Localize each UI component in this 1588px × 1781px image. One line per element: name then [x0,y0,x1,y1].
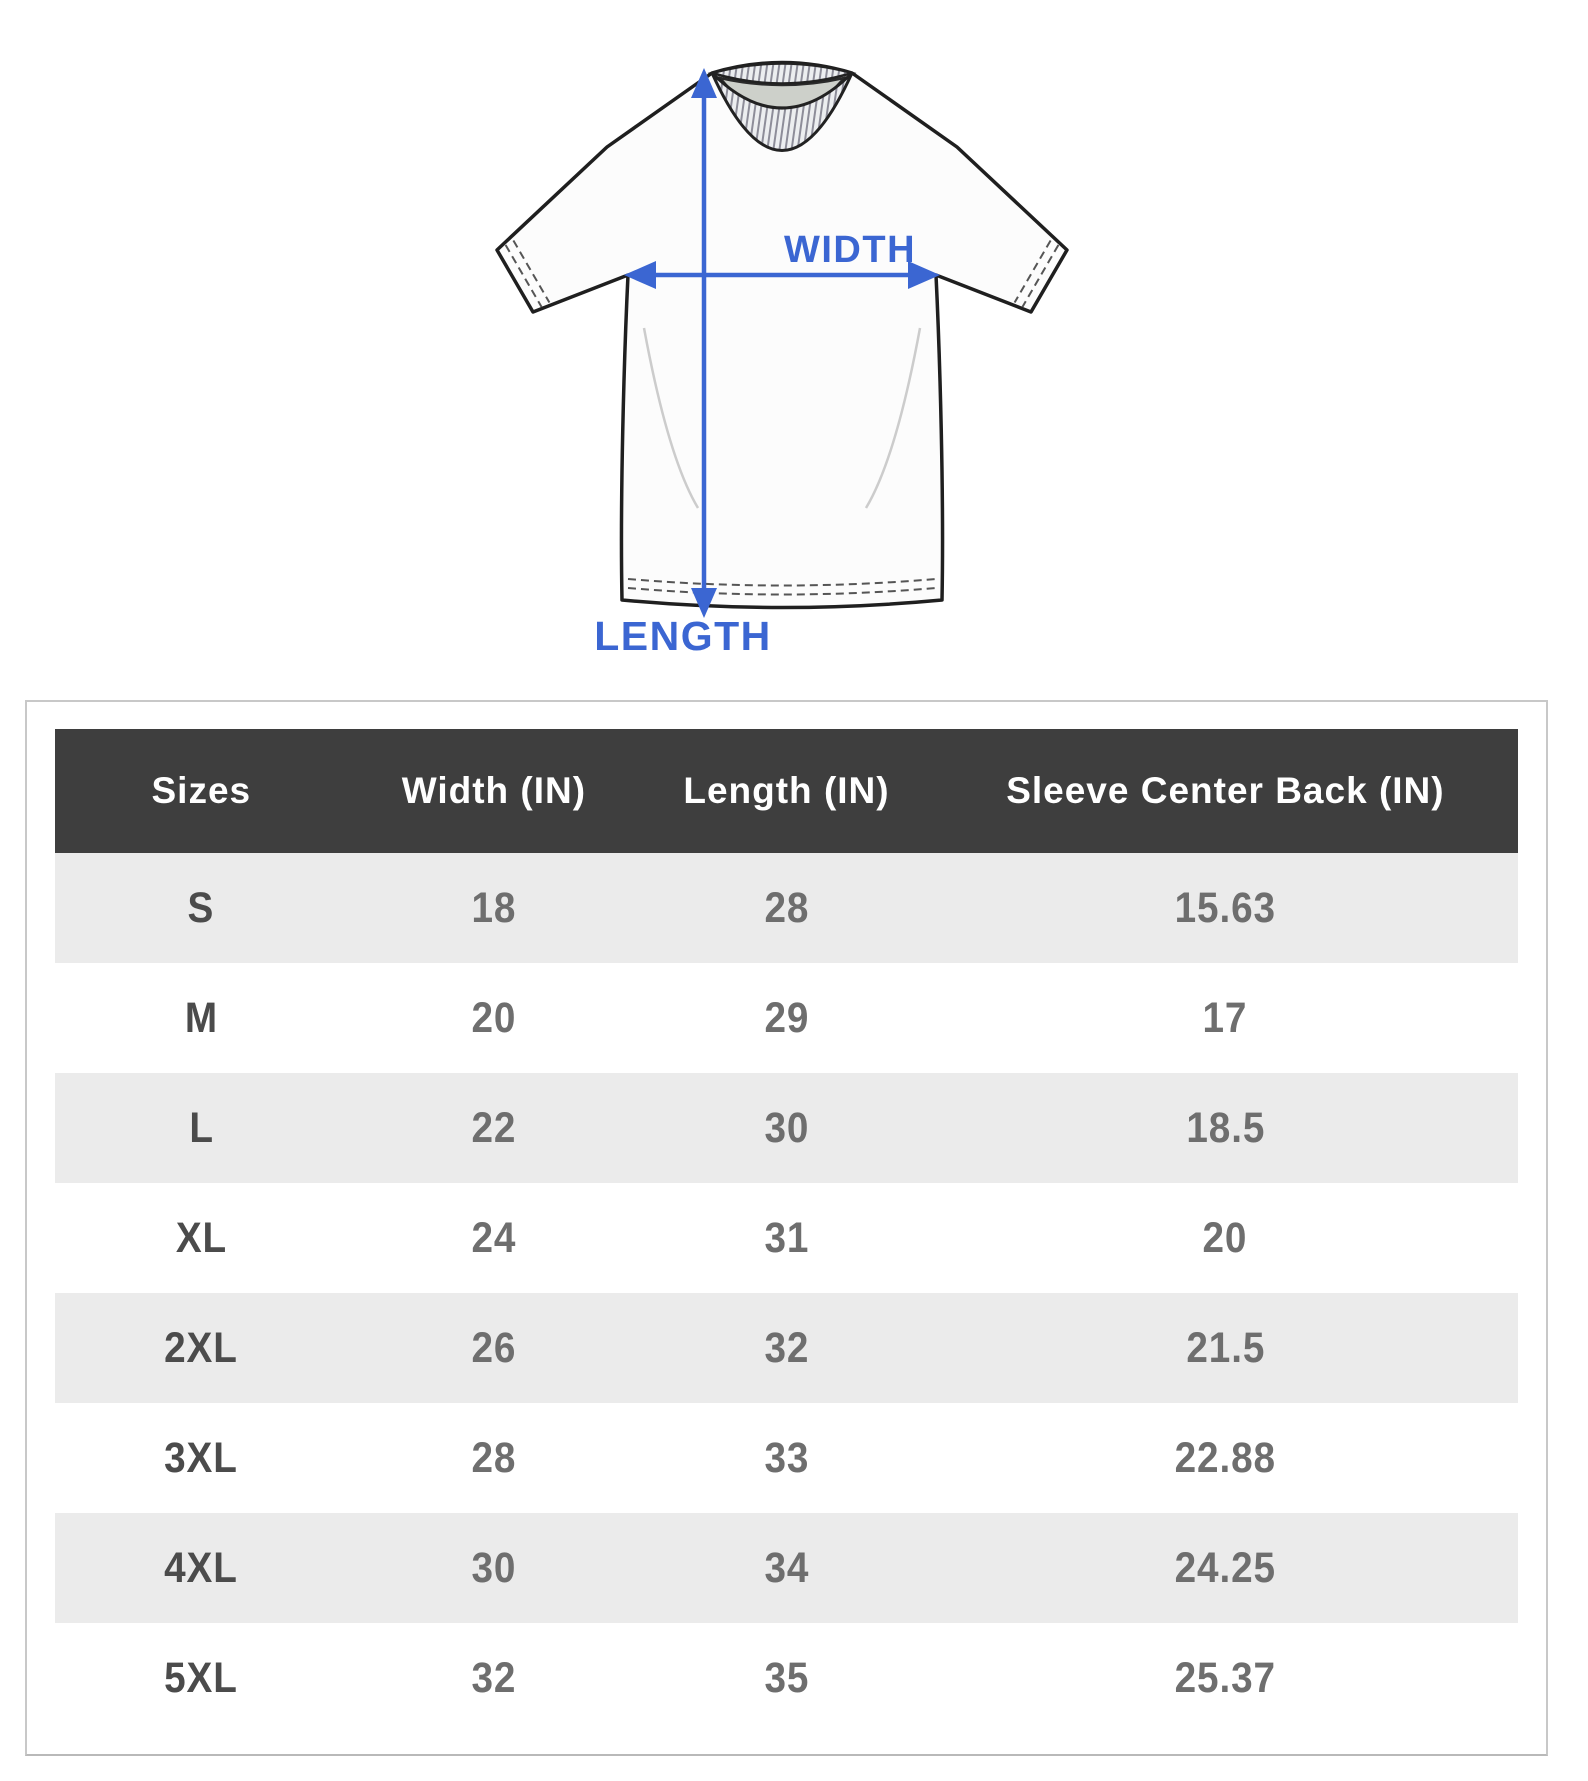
width-cell: 18 [348,853,641,963]
cell-value: 31 [764,1213,809,1262]
cell-value: 18 [471,883,517,932]
sleeve-center-back-cell: 25.37 [933,1623,1518,1733]
cell-value: 15.63 [1174,883,1277,932]
size-cell: S [55,853,348,963]
length-cell: 31 [640,1183,933,1293]
cell-value: 20 [1202,1213,1248,1262]
column-header-sizes: Sizes [55,729,348,853]
cell-value: 32 [764,1323,809,1372]
width-cell: 30 [348,1513,641,1623]
tshirt-collar-front-band [710,71,854,152]
size-chart-header: Sizes Width (IN) Length (IN) Sleeve Center … [55,729,1518,853]
cell-value: 35 [764,1653,809,1702]
width-cell: 20 [348,963,641,1073]
tshirt-collar-top-band [707,62,857,85]
table-row-2xl: 2XL 26 32 21.5 [55,1293,1518,1403]
cell-value: 33 [764,1433,809,1482]
size-cell: L [55,1073,348,1183]
cell-value: 22 [471,1103,517,1152]
size-chart-body: S 18 28 15.63 M 20 29 17 L 22 30 18.5 XL 24 31 20 2XL 26 3… [55,853,1518,1733]
size-cell: XL [55,1183,348,1293]
body-crease [642,327,700,509]
size-chart-table: Sizes Width (IN) Length (IN) Sleeve Center … [55,729,1518,1733]
cell-value: M [184,993,218,1042]
column-header-length-in: Length (IN) [640,729,933,853]
size-cell: 5XL [55,1623,348,1733]
hem-stitch-line [627,578,937,587]
hem-stitch-line [627,587,937,596]
length-cell: 33 [640,1403,933,1513]
cell-value: 28 [764,883,809,932]
cell-value: 32 [471,1653,517,1702]
length-cell: 28 [640,853,933,963]
tshirt-diagram-svg: WIDTH LENGTH [495,60,1069,659]
cell-value: 18.5 [1185,1103,1265,1152]
sleeve-center-back-cell: 15.63 [933,853,1518,963]
cuff-stitch-line [512,239,551,304]
cell-value: 24.25 [1174,1543,1277,1592]
cuff-stitch-line [504,244,543,308]
cell-value: 25.37 [1174,1653,1277,1702]
sleeve-center-back-cell: 24.25 [933,1513,1518,1623]
sleeve-center-back-cell: 18.5 [933,1073,1518,1183]
cell-value: 34 [764,1543,809,1592]
tshirt-measurement-diagram: WIDTH LENGTH [430,28,1130,688]
cell-value: S [187,883,215,932]
size-chart-card: Sizes Width (IN) Length (IN) Sleeve Center … [25,700,1548,1756]
cell-value: 17 [1202,993,1248,1042]
sleeve-center-back-cell: 21.5 [933,1293,1518,1403]
header-row: Sizes Width (IN) Length (IN) Sleeve Center … [55,729,1518,853]
table-row-xl: XL 24 31 20 [55,1183,1518,1293]
length-cell: 34 [640,1513,933,1623]
length-cell: 32 [640,1293,933,1403]
size-cell: 2XL [55,1293,348,1403]
cuff-stitch-line [1013,239,1052,304]
width-cell: 24 [348,1183,641,1293]
size-cell: 4XL [55,1513,348,1623]
cell-value: 20 [471,993,517,1042]
sleeve-center-back-cell: 22.88 [933,1403,1518,1513]
sleeve-center-back-cell: 20 [933,1183,1518,1293]
cell-value: 5XL [164,1653,239,1702]
cell-value: 26 [471,1323,517,1372]
length-cell: 35 [640,1623,933,1733]
width-cell: 32 [348,1623,641,1733]
width-label: WIDTH [784,229,916,271]
table-row-4xl: 4XL 30 34 24.25 [55,1513,1518,1623]
length-cell: 29 [640,963,933,1073]
cell-value: 30 [471,1543,517,1592]
cuff-stitch-line [1021,244,1060,308]
width-cell: 26 [348,1293,641,1403]
width-cell: 22 [348,1073,641,1183]
table-row-3xl: 3XL 28 33 22.88 [55,1403,1518,1513]
cell-value: L [189,1103,214,1152]
table-row-l: L 22 30 18.5 [55,1073,1518,1183]
cell-value: 4XL [164,1543,239,1592]
cell-value: 21.5 [1185,1323,1265,1372]
column-header-width-in: Width (IN) [347,729,641,853]
cell-value: 30 [764,1103,809,1152]
length-arrow [691,68,717,618]
width-cell: 28 [348,1403,641,1513]
column-header-sleeve-center-back-in: Sleeve Center Back (IN) [932,729,1518,853]
table-row-m: M 20 29 17 [55,963,1518,1073]
cell-value: 2XL [164,1323,239,1372]
size-cell: 3XL [55,1403,348,1513]
length-cell: 30 [640,1073,933,1183]
width-arrow [624,261,940,289]
cell-value: 28 [471,1433,517,1482]
cell-value: 22.88 [1174,1433,1277,1482]
cell-value: 24 [471,1213,517,1262]
length-label: LENGTH [594,613,772,659]
cell-value: 3XL [164,1433,239,1482]
cell-value: XL [175,1213,227,1262]
sleeve-center-back-cell: 17 [933,963,1518,1073]
cell-value: 29 [764,993,809,1042]
table-row-s: S 18 28 15.63 [55,853,1518,963]
size-cell: M [55,963,348,1073]
body-crease [864,327,922,509]
table-row-5xl: 5XL 32 35 25.37 [55,1623,1518,1733]
